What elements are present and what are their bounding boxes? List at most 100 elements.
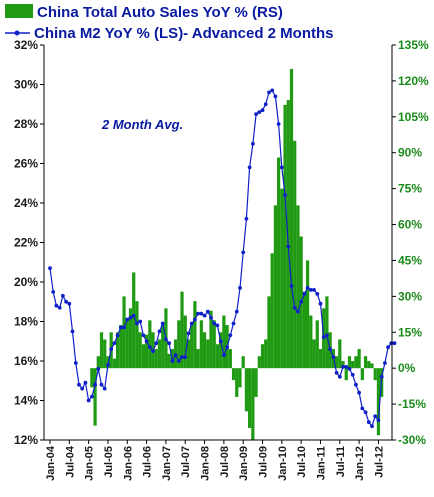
m2-point [347, 367, 352, 371]
auto-sales-bar [132, 272, 136, 369]
m2-point [144, 339, 149, 344]
m2-point [244, 216, 249, 221]
m2-point [141, 333, 146, 338]
m2-point [151, 349, 155, 353]
m2-point [228, 333, 233, 338]
auto-sales-bar [318, 349, 323, 369]
auto-sales-bar [367, 361, 371, 369]
m2-point [334, 371, 339, 375]
m2-point [64, 299, 68, 304]
right-tick-label: 15% [398, 325, 422, 339]
m2-point [344, 365, 349, 369]
left-tick-label: 12% [14, 433, 38, 447]
m2-point [128, 315, 133, 320]
left-tick-label: 32% [14, 38, 38, 52]
right-tick-label: 120% [398, 74, 429, 88]
auto-sales-bar [305, 260, 310, 369]
auto-sales-bar [277, 157, 281, 369]
x-tick-label: Jul-05 [103, 446, 115, 478]
m2-point [305, 286, 310, 290]
m2-point [173, 353, 178, 357]
auto-sales-bar [235, 368, 239, 397]
m2-point [186, 331, 191, 336]
auto-sales-bar [363, 356, 368, 369]
auto-sales-bar [103, 339, 107, 369]
m2-point [93, 382, 97, 387]
right-tick-label: -15% [398, 397, 426, 411]
m2-point [86, 398, 91, 403]
m2-point [189, 321, 194, 326]
auto-sales-bar [202, 332, 207, 369]
right-tick-label: 105% [398, 110, 429, 124]
auto-sales-bar [341, 361, 345, 369]
auto-sales-bar [302, 291, 306, 369]
m2-point [73, 361, 78, 365]
auto-sales-bar [177, 320, 181, 369]
m2-point [376, 418, 381, 423]
m2-point [392, 341, 397, 346]
m2-point [231, 321, 236, 326]
auto-sales-bar [248, 368, 252, 429]
m2-point [61, 293, 65, 298]
m2-point [70, 329, 75, 334]
x-axis-ticks: Jan-04 Jul-04 Jan-05 Jul-05 Jan-06 Jul-06 Jan-… [45, 440, 385, 481]
x-tick-label: Jan-07 [161, 446, 173, 481]
auto-sales-bar [112, 358, 117, 369]
m2-point [325, 333, 329, 338]
m2-point [57, 305, 62, 310]
auto-sales-bar [219, 332, 223, 369]
x-tick-label: Jul-04 [64, 445, 76, 478]
m2-point [54, 303, 59, 308]
auto-sales-bar [270, 253, 274, 369]
auto-sales-bar [296, 205, 300, 369]
m2-point [241, 250, 246, 255]
annotation-2-month-avg: 2 Month Avg. [101, 117, 183, 132]
auto-sales-bar [267, 296, 271, 369]
left-tick-label: 30% [14, 78, 38, 92]
m2-point [234, 309, 239, 314]
left-tick-label: 14% [14, 394, 38, 408]
x-tick-label: Jul-09 [258, 446, 270, 478]
m2-point [276, 122, 281, 126]
m2-point [215, 323, 220, 328]
m2-point [292, 305, 297, 310]
auto-sales-bar [186, 339, 191, 369]
auto-sales-bar [325, 296, 329, 369]
m2-point [254, 112, 258, 116]
auto-sales-bar [93, 368, 97, 426]
auto-sales-bar [347, 356, 352, 369]
auto-sales-bar [157, 339, 162, 369]
auto-sales-bar [135, 301, 139, 369]
x-tick-label: Jul-06 [142, 446, 154, 478]
m2-point [247, 165, 252, 170]
auto-sales-bar [167, 353, 171, 369]
m2-point [135, 321, 139, 326]
m2-point [118, 325, 123, 330]
m2-point [299, 299, 304, 304]
auto-sales-bar [312, 339, 316, 369]
auto-sales-bar [222, 315, 226, 369]
m2-point [273, 94, 278, 99]
auto-sales-bar [231, 368, 236, 381]
m2-point [170, 359, 175, 363]
m2-point [147, 345, 152, 350]
m2-point [193, 317, 197, 322]
m2-point [122, 325, 126, 330]
auto-sales-bar [293, 140, 297, 369]
m2-point [164, 337, 168, 342]
m2-point [218, 339, 223, 344]
auto-sales-bar [116, 332, 120, 369]
m2-point [318, 301, 323, 306]
m2-point [270, 88, 275, 93]
auto-sales-bar [138, 332, 142, 369]
m2-point [238, 286, 242, 290]
x-tick-label: Jan-05 [84, 446, 96, 481]
m2-point [83, 380, 88, 385]
m2-point [138, 319, 143, 324]
auto-sales-bar [228, 349, 232, 369]
m2-point [176, 359, 181, 363]
auto-sales-bar [286, 100, 290, 369]
right-tick-label: 135% [398, 38, 429, 52]
m2-point [386, 345, 390, 350]
